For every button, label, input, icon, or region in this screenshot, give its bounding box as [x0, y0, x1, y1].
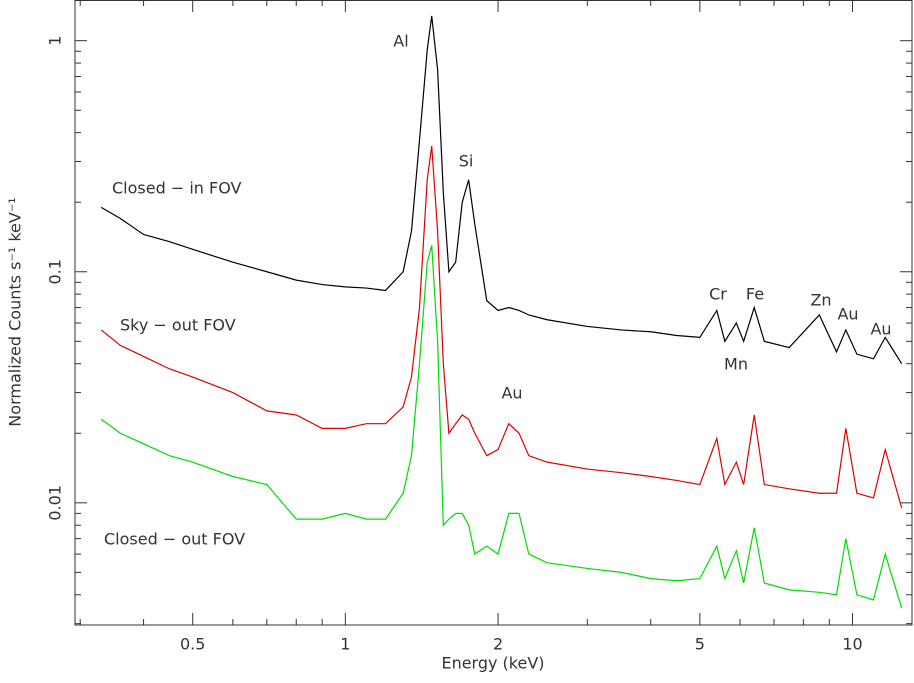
y-axis-label: Normalized Counts s⁻¹ keV⁻¹: [6, 197, 25, 426]
line-annotation: Cr: [709, 285, 727, 304]
y-tick-label: 0.1: [46, 259, 65, 284]
plot-frame: [74, 0, 913, 626]
y-tick-label: 0.01: [46, 485, 65, 521]
line-annotation: Al: [393, 32, 408, 51]
line-annotation: Au: [870, 320, 891, 339]
series-label: Closed − out FOV: [104, 530, 245, 549]
series-line: [100, 15, 903, 365]
series-label: Sky − out FOV: [120, 316, 236, 335]
x-tick-label: 1: [340, 635, 350, 654]
series-line: [100, 245, 903, 609]
line-annotation: Si: [459, 152, 474, 171]
series-line: [100, 145, 903, 509]
x-tick-label: 0.5: [180, 635, 205, 654]
line-annotation: Mn: [724, 355, 748, 374]
line-annotation: Fe: [746, 285, 764, 304]
series-label: Closed − in FOV: [112, 179, 242, 198]
x-tick-label: 10: [842, 635, 862, 654]
x-tick-label: 5: [695, 635, 705, 654]
x-axis-label: Energy (keV): [441, 654, 544, 673]
line-annotation: Zn: [810, 291, 831, 310]
line-annotation: Au: [837, 305, 858, 324]
x-tick-label: 2: [493, 635, 503, 654]
y-tick-label: 1: [46, 36, 65, 46]
line-annotation: Au: [501, 384, 522, 403]
